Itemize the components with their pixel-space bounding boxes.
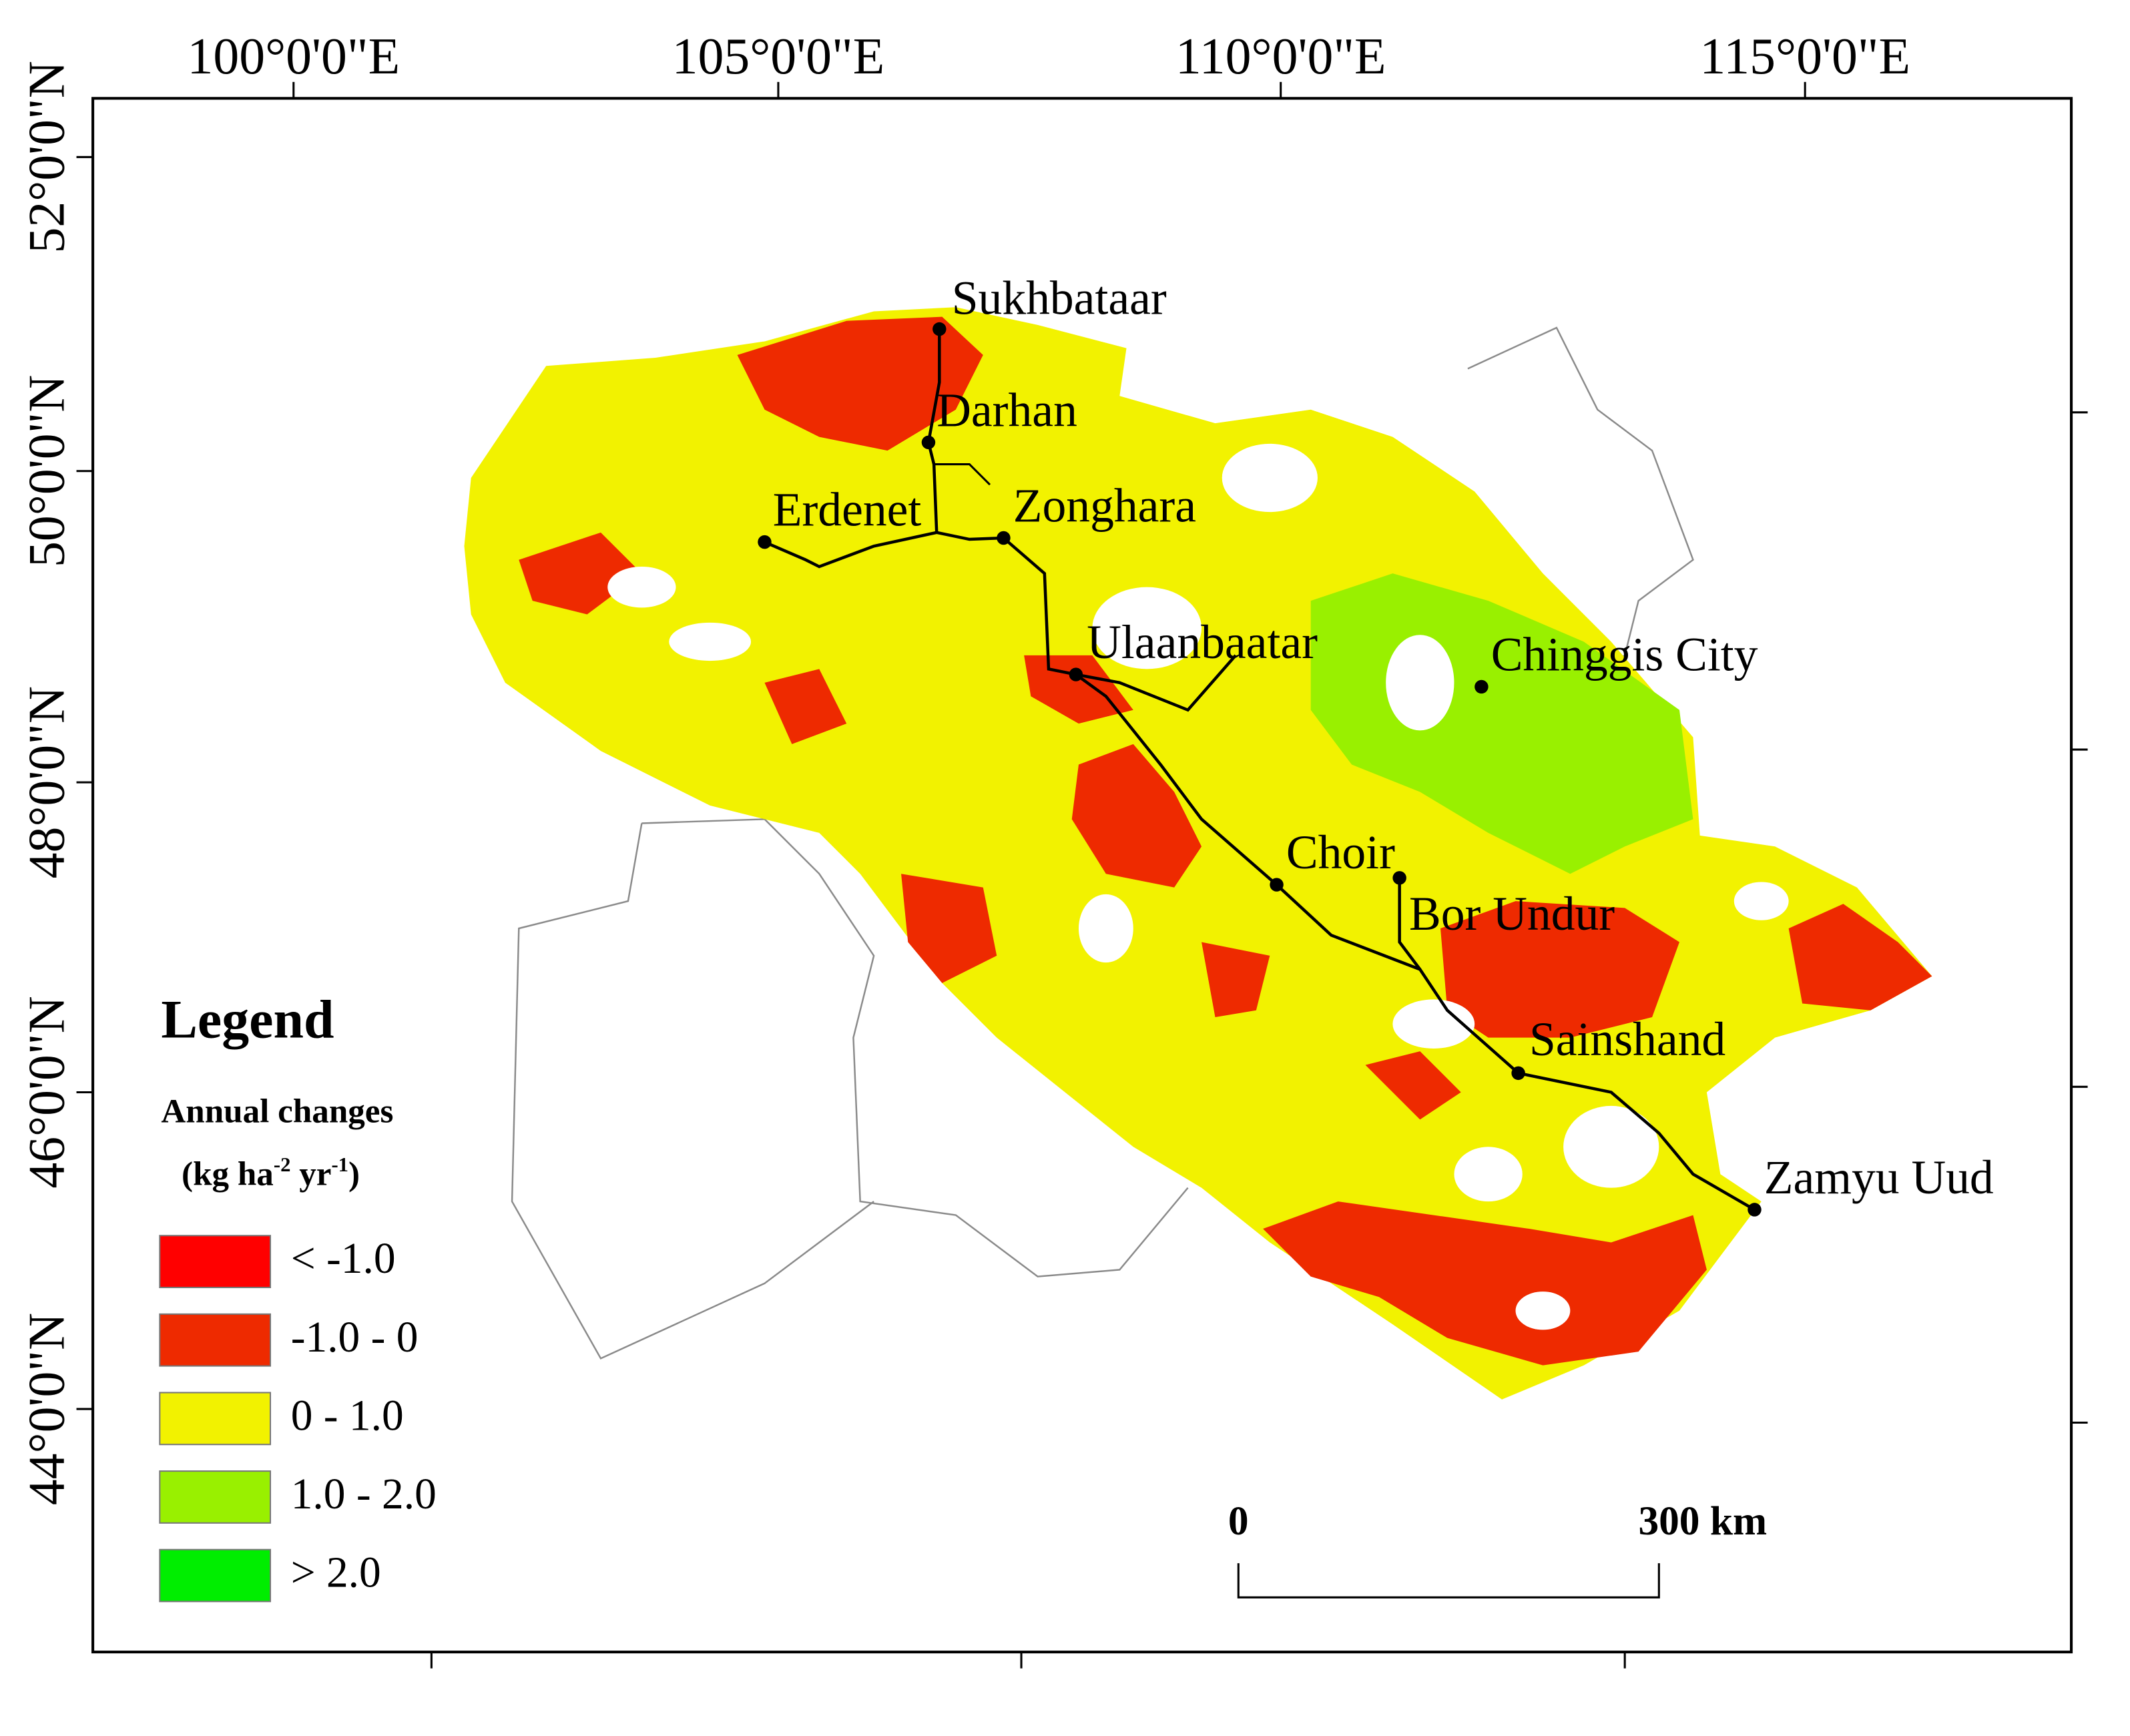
legend-label: < -1.0 <box>291 1235 396 1283</box>
map-frame <box>91 97 2073 1654</box>
no-data <box>607 566 676 608</box>
class-area <box>464 307 1932 1400</box>
city-label: Erdenet <box>773 484 922 537</box>
city-dot <box>1511 1066 1525 1081</box>
city-label: Sainshand <box>1529 1013 1725 1066</box>
city-label: Ulaanbaatar <box>1087 616 1318 669</box>
class-area <box>1202 942 1270 1017</box>
legend-swatch <box>159 1470 272 1524</box>
city-dot <box>1392 871 1406 885</box>
city-label: Sukhbataar <box>952 272 1167 325</box>
city-label: Bor Undur <box>1409 888 1615 940</box>
city-dot <box>921 435 936 450</box>
city-dot <box>997 531 1011 545</box>
no-data <box>1454 1147 1523 1202</box>
city-dot <box>933 322 947 336</box>
city-dot <box>1270 878 1284 892</box>
legend-label: 0 - 1.0 <box>291 1392 404 1440</box>
legend: Legend Annual changes (kg ha-2 yr-1) < -… <box>159 989 437 1603</box>
legend-swatch <box>159 1548 272 1603</box>
lon-label: 115°0'0"E <box>1699 27 1910 85</box>
scale-label: 300 km <box>1638 1498 1767 1544</box>
frame-ticks <box>76 81 2088 1669</box>
lat-label: 50°0'0"N <box>18 375 75 567</box>
legend-label: > 2.0 <box>291 1549 381 1597</box>
legend-label: -1.0 - 0 <box>291 1314 419 1362</box>
lon-label: 105°0'0"E <box>672 27 885 85</box>
legend-swatch <box>159 1313 272 1367</box>
no-data <box>1222 443 1318 513</box>
class-area <box>1365 1051 1461 1120</box>
rail-line <box>926 329 1756 1211</box>
change-raster <box>464 307 1932 1400</box>
legend-swatch <box>159 1235 272 1289</box>
boundary <box>511 818 1189 1360</box>
scale-label: 0 <box>1228 1498 1249 1544</box>
no-data <box>1392 999 1475 1049</box>
lat-label: 48°0'0"N <box>18 686 75 878</box>
lat-label: 44°0'0"N <box>18 1313 75 1505</box>
scale-line <box>1237 1563 1660 1599</box>
city-dot <box>1475 679 1489 694</box>
city-dot <box>758 535 772 549</box>
rail-line <box>1398 878 1422 970</box>
city-label: Chinggis City <box>1491 628 1758 681</box>
cities: Sukhbataar Darhan Erdenet Zonghara Ulaan… <box>758 272 1994 1217</box>
no-data <box>1515 1291 1571 1330</box>
class-area <box>1440 901 1679 1038</box>
class-area <box>764 669 847 744</box>
lat-label: 52°0'0"N <box>18 61 75 253</box>
lon-label: 100°0'0"E <box>187 27 400 85</box>
railway <box>764 329 1756 1211</box>
class-area <box>1263 1201 1707 1366</box>
unit-part: -2 <box>274 1153 291 1176</box>
city-label: Zonghara <box>1013 479 1196 532</box>
no-data <box>1092 587 1202 669</box>
unit-part: -1 <box>331 1153 348 1176</box>
legend-swatch <box>159 1392 272 1446</box>
scale-bar: 0 300 km <box>1228 1498 1767 1599</box>
rail-line <box>934 463 991 486</box>
no-data <box>669 622 752 661</box>
rail-line <box>1075 654 1237 712</box>
legend-label: 1.0 - 2.0 <box>291 1470 437 1518</box>
city-dot <box>1748 1203 1762 1217</box>
city-label: Choir <box>1286 826 1395 879</box>
no-data <box>1563 1105 1659 1188</box>
legend-title: Legend <box>161 989 334 1050</box>
no-data <box>1386 635 1454 731</box>
class-area <box>737 316 983 451</box>
no-data <box>1734 882 1789 920</box>
class-area <box>1071 744 1202 888</box>
lat-label: 46°0'0"N <box>18 996 75 1188</box>
city-label: Zamyu Uud <box>1764 1151 1994 1204</box>
city-dot <box>1069 667 1083 681</box>
lon-label: 110°0'0"E <box>1175 27 1386 85</box>
unit-part: ) <box>348 1155 360 1193</box>
legend-unit: (kg ha-2 yr-1) <box>182 1153 360 1193</box>
boundary <box>1467 326 1694 683</box>
city-label: Darhan <box>937 384 1077 437</box>
legend-items: < -1.0 -1.0 - 0 0 - 1.0 1.0 - 2.0 > 2.0 <box>159 1235 437 1603</box>
unit-part: yr <box>290 1155 331 1193</box>
rail-line <box>764 531 937 569</box>
unit-part: (kg ha <box>182 1155 274 1193</box>
class-area <box>1788 904 1932 1010</box>
class-area <box>1024 655 1133 724</box>
no-data <box>1078 894 1133 963</box>
legend-subtitle: Annual changes <box>161 1092 393 1130</box>
class-area <box>901 874 997 983</box>
